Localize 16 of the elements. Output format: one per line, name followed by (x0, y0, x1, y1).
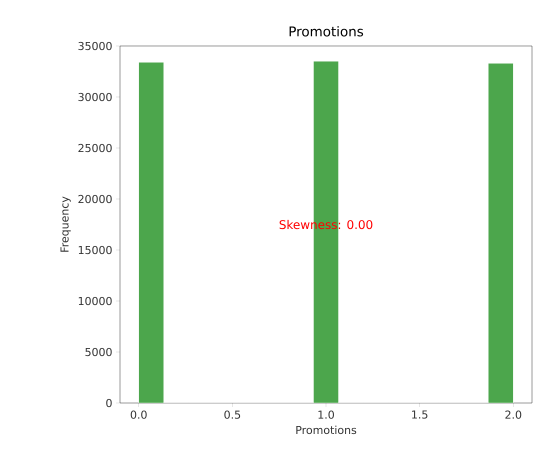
y-tick-label: 10000 (78, 296, 112, 306)
x-tick-label: 1.5 (412, 410, 428, 419)
x-axis-title: Promotions (296, 426, 356, 434)
x-tick-label: 0.0 (130, 410, 147, 419)
y-tick-label: 15000 (78, 246, 112, 254)
y-axis-title: Frequency (60, 196, 71, 252)
y-tick-label: 20000 (78, 194, 112, 204)
x-tick-label: 0.5 (224, 410, 240, 419)
y-tick-label: 30000 (78, 92, 112, 102)
y-tick-label: 25000 (78, 144, 112, 152)
y-tick-label: 35000 (78, 42, 112, 50)
y-tick-label: 0 (106, 398, 112, 408)
chart-title: Promotions (290, 26, 364, 36)
x-tick-label: 2.0 (505, 410, 522, 419)
x-tick-label: 1.0 (318, 410, 334, 419)
y-tick-label: 5000 (85, 348, 112, 356)
